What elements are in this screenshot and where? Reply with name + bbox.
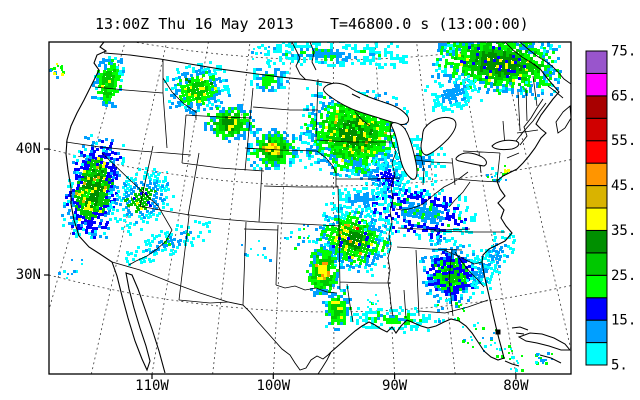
basemap-layer [65, 42, 571, 374]
y-tick-label: 40N [16, 141, 41, 157]
colorbar-box [585, 50, 608, 74]
y-tick-label: 30N [16, 267, 41, 283]
colorbar-label: 65. [611, 88, 636, 104]
plot-title-model-time: T=46800.0 s (13:00:00) [330, 15, 529, 33]
x-tick-label: 90W [382, 378, 408, 394]
colorbar: 75. 65. 55. 45. 35. 25. 15. 5. [585, 44, 636, 374]
colorbar-box [585, 319, 608, 344]
colorbar-box [585, 140, 608, 164]
colorbar-box [585, 297, 608, 321]
colorbar-label: 35. [611, 223, 636, 239]
colorbar-box [585, 274, 608, 299]
map-frame [44, 41, 572, 379]
x-tick-label: 110W [135, 378, 169, 394]
x-tick-label: 80W [503, 378, 529, 394]
colorbar-box [585, 117, 608, 142]
colorbar-label: 75. [611, 44, 636, 60]
axis-labels: 110W 100W 90W 80W 40N 30N [16, 141, 529, 394]
colorbar-box [585, 342, 608, 366]
colorbar-box [585, 207, 608, 231]
colorbar-label: 5. [611, 358, 628, 374]
colorbar-box [585, 185, 608, 209]
colorbar-label: 45. [611, 178, 636, 194]
colorbar-box [585, 252, 608, 276]
x-tick-label: 100W [256, 378, 290, 394]
colorbar-box [585, 95, 608, 119]
colorbar-label: 55. [611, 133, 636, 149]
colorbar-box [585, 162, 608, 187]
colorbar-label: 25. [611, 268, 636, 284]
colorbar-box [585, 229, 608, 254]
colorbar-box [585, 72, 608, 97]
plot-title-datetime: 13:00Z Thu 16 May 2013 [95, 15, 294, 33]
colorbar-label: 15. [611, 313, 636, 329]
